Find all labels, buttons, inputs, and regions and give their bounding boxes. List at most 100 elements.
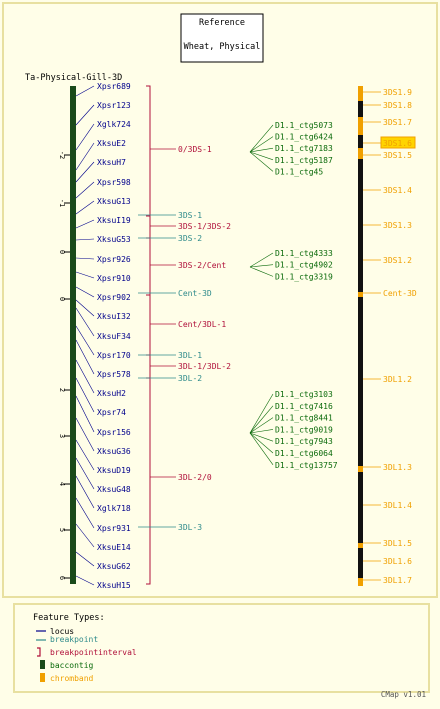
locus-connector (75, 395, 95, 433)
locus-label[interactable]: Xpsr910 (97, 274, 131, 283)
scale-tick-label: 2 (58, 388, 66, 392)
locus-label[interactable]: Xpsr902 (97, 293, 131, 302)
scale-tick-label: 0 (58, 250, 66, 254)
contig-label[interactable]: D1.1_ctg8441 (275, 414, 333, 423)
interval-label[interactable]: 3DL-2/0 (178, 473, 212, 482)
locus-label[interactable]: Xpsr74 (97, 408, 126, 417)
interval-bracket[interactable] (146, 294, 151, 356)
breakpoint-label[interactable]: 3DS-1 (178, 211, 202, 220)
contig-label[interactable]: D1.1_ctg5073 (275, 121, 333, 130)
chromband-label[interactable]: 3DS1.2 (383, 256, 412, 265)
interval-label[interactable]: 3DS-1/3DS-2 (178, 222, 231, 231)
chromband-label[interactable]: 3DL1.6 (383, 557, 412, 566)
interval-bracket[interactable] (146, 215, 151, 239)
locus-label[interactable]: XksuF34 (97, 332, 131, 341)
chromband-label[interactable]: 3DL1.2 (383, 375, 412, 384)
locus-label[interactable]: Xpsr598 (97, 178, 131, 187)
contig-connector (249, 147, 274, 153)
chromband-label[interactable]: 3DS1.3 (383, 221, 412, 230)
locus-label[interactable]: Xpsr689 (97, 82, 131, 91)
locus-label[interactable]: XksuD19 (97, 466, 131, 475)
chromband-label[interactable]: 3DS1.5 (383, 151, 412, 160)
contig-label[interactable]: D1.1_ctg4333 (275, 249, 333, 258)
breakpoint-label[interactable]: Cent-3D (178, 289, 212, 298)
interval-label[interactable]: 3DS-2/Cent (178, 261, 226, 270)
locus-connector (75, 299, 95, 317)
scale-tick-label: -2 (58, 151, 66, 159)
legend-chromband-label: chromband (50, 674, 94, 683)
locus-label[interactable]: XksuG62 (97, 562, 131, 571)
legend-panel-border (13, 603, 430, 693)
contig-connector (249, 266, 274, 277)
chromband-label[interactable]: 3DS1.7 (383, 118, 412, 127)
chromband-label[interactable]: 3DS1.6 (383, 139, 412, 148)
locus-label[interactable]: XksuG53 (97, 235, 131, 244)
chromband-label[interactable]: 3DS1.8 (383, 101, 412, 110)
locus-label[interactable]: XksuG36 (97, 447, 131, 456)
locus-label[interactable]: Xglk724 (97, 120, 131, 129)
locus-label[interactable]: XksuG48 (97, 485, 131, 494)
locus-label[interactable]: Xpsr931 (97, 524, 131, 533)
contig-label[interactable]: D1.1_ctg7943 (275, 437, 333, 446)
chromband-label[interactable]: 3DL1.3 (383, 463, 412, 472)
locus-label[interactable]: Xglk718 (97, 504, 131, 513)
chromband-block[interactable] (358, 86, 363, 101)
contig-label[interactable]: D1.1_ctg6064 (275, 449, 333, 458)
interval-bracket[interactable] (146, 85, 151, 217)
chromband-label[interactable]: 3DS1.4 (383, 186, 412, 195)
contig-label[interactable]: D1.1_ctg3319 (275, 272, 333, 281)
physical-map-bar[interactable] (70, 86, 76, 584)
chromband-label[interactable]: Cent-3D (383, 289, 417, 298)
locus-label[interactable]: XksuH7 (97, 158, 126, 167)
chromosome-bar[interactable] (358, 86, 363, 586)
contig-label[interactable]: D1.1_ctg5187 (275, 156, 333, 165)
chromband-label[interactable]: 3DS1.9 (383, 88, 412, 97)
interval-label[interactable]: Cent/3DL-1 (178, 320, 226, 329)
contig-label[interactable]: D1.1_ctg9019 (275, 425, 333, 434)
breakpoint-label[interactable]: 3DL-2 (178, 374, 202, 383)
locus-label[interactable]: Xpsr156 (97, 428, 131, 437)
chromband-label[interactable]: 3DL1.5 (383, 539, 412, 548)
locus-label[interactable]: Xpsr170 (97, 351, 131, 360)
locus-label[interactable]: XksuH2 (97, 389, 126, 398)
chromband-label[interactable]: 3DL1.4 (383, 501, 412, 510)
chromband-block[interactable] (358, 117, 363, 135)
locus-connector (75, 339, 95, 375)
chromband-block[interactable] (358, 148, 363, 159)
interval-bracket[interactable] (146, 237, 151, 296)
map-panel-border (2, 2, 438, 598)
interval-bracket[interactable] (146, 354, 151, 379)
contig-label[interactable]: D1.1_ctg4902 (275, 261, 333, 270)
map-title[interactable]: Ta-Physical-Gill-3D (25, 73, 122, 83)
contig-label[interactable]: D1.1_ctg7183 (275, 144, 333, 153)
scale-tick-label: 6 (58, 576, 66, 580)
locus-label[interactable]: Xpsr926 (97, 255, 131, 264)
locus-label[interactable]: XksuI19 (97, 216, 131, 225)
locus-label[interactable]: Xpsr123 (97, 101, 131, 110)
chromband-block[interactable] (358, 466, 363, 472)
chromband-block[interactable] (358, 292, 363, 297)
locus-label[interactable]: Xpsr578 (97, 370, 131, 379)
locus-connector (75, 200, 95, 215)
locus-label[interactable]: XksuG13 (97, 197, 131, 206)
breakpoint-label[interactable]: 3DL-3 (178, 523, 202, 532)
contig-label[interactable]: D1.1_ctg6424 (275, 133, 333, 142)
contig-label[interactable]: D1.1_ctg13757 (275, 461, 338, 470)
reference-box[interactable]: Reference Wheat, Physical (180, 13, 264, 63)
interval-bracket[interactable] (146, 377, 151, 585)
interval-label[interactable]: 0/3DS-1 (178, 145, 212, 154)
contig-label[interactable]: D1.1_ctg7416 (275, 402, 333, 411)
breakpoint-label[interactable]: 3DL-1 (178, 351, 202, 360)
chromband-label[interactable]: 3DL1.7 (383, 576, 412, 585)
locus-label[interactable]: XksuH15 (97, 581, 131, 590)
locus-label[interactable]: XksuE2 (97, 139, 126, 148)
breakpoint-label[interactable]: 3DS-2 (178, 234, 202, 243)
chromband-block[interactable] (358, 543, 363, 548)
interval-label[interactable]: 3DL-1/3DL-2 (178, 362, 231, 371)
legend-baccontig-swatch (40, 660, 45, 669)
locus-label[interactable]: XksuE14 (97, 543, 131, 552)
contig-label[interactable]: D1.1_ctg45 (275, 167, 323, 176)
locus-label[interactable]: XksuI32 (97, 312, 131, 321)
chromband-block[interactable] (358, 578, 363, 586)
contig-label[interactable]: D1.1_ctg3103 (275, 390, 333, 399)
